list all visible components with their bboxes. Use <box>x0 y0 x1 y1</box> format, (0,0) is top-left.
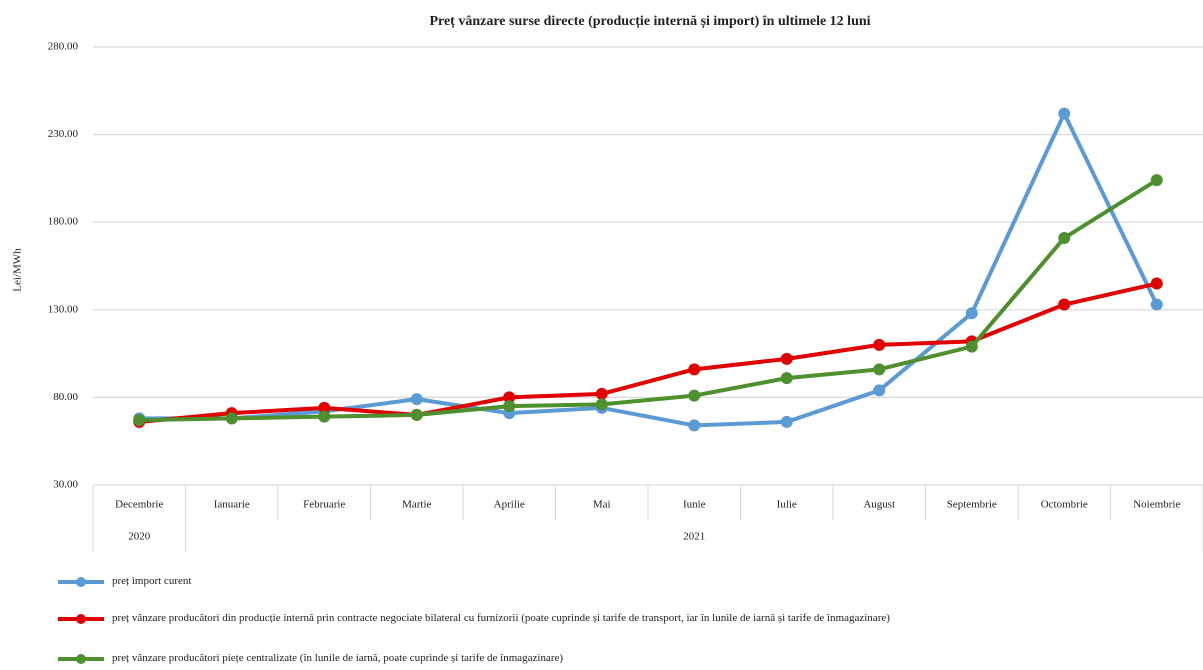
y-tick-label: 80.00 <box>53 391 78 403</box>
point <box>965 307 978 320</box>
year-label: 2020 <box>128 531 151 543</box>
point <box>688 389 701 402</box>
x-tick-label: Noiembrie <box>1133 499 1180 511</box>
series-line <box>139 111 1159 428</box>
point <box>595 387 608 400</box>
point <box>1150 174 1163 187</box>
y-tick-label: 130.00 <box>48 303 79 315</box>
legend-item: preț vânzare producători din producție i… <box>56 612 1116 626</box>
x-tick-label: Februarie <box>303 499 345 511</box>
series-line <box>139 178 1158 423</box>
chart: Preț vânzare surse directe (producție in… <box>12 14 1203 552</box>
point <box>595 398 608 411</box>
point <box>503 400 516 413</box>
year-label: 2021 <box>683 531 705 543</box>
x-tick-label: Iunie <box>683 499 706 511</box>
point <box>1058 231 1071 244</box>
y-tick-label: 280.00 <box>48 41 79 53</box>
legend-marker <box>76 654 86 664</box>
point <box>410 408 423 421</box>
point <box>688 419 701 432</box>
point <box>780 372 793 385</box>
point <box>780 352 793 365</box>
point <box>1150 277 1163 290</box>
x-tick-label: Mai <box>593 499 611 511</box>
legend-icon <box>58 654 104 664</box>
y-tick-label: 230.00 <box>48 128 79 140</box>
chart-title: Preț vânzare surse directe (producție in… <box>429 14 870 29</box>
x-tick-label: Martie <box>402 499 431 511</box>
legend-marker <box>76 614 86 624</box>
point <box>1058 107 1071 120</box>
point <box>318 401 331 414</box>
x-tick-label: Septembrie <box>947 499 997 511</box>
x-tick-label: Octombrie <box>1041 499 1088 511</box>
point <box>965 340 978 353</box>
legend-label: preț import curent <box>112 575 192 587</box>
x-tick-label: Aprilie <box>494 499 525 511</box>
point <box>873 338 886 351</box>
point <box>318 410 331 423</box>
x-tick-label: August <box>863 499 895 511</box>
y-axis-label: Lei/MWh <box>12 248 24 292</box>
point <box>1058 298 1071 311</box>
point <box>503 391 516 404</box>
x-tick-label: Ianuarie <box>214 499 250 511</box>
point <box>873 363 886 376</box>
x-tick-label: Decembrie <box>115 499 163 511</box>
legend-label: preț vânzare producători din producție i… <box>112 612 890 624</box>
legend-marker <box>76 577 86 587</box>
legend-icon <box>58 577 104 587</box>
y-tick-label: 180.00 <box>48 216 79 228</box>
point <box>225 412 238 425</box>
series-line <box>139 281 1158 424</box>
point <box>1150 298 1163 311</box>
point <box>873 384 886 397</box>
legend-item: preț import curent <box>56 575 1116 589</box>
legend-icon <box>58 614 104 624</box>
y-tick-label: 30.00 <box>53 479 78 491</box>
point <box>688 363 701 376</box>
point <box>780 415 793 428</box>
point <box>133 414 146 427</box>
point <box>410 393 423 406</box>
x-tick-label: Iulie <box>777 499 797 511</box>
legend-item: preț vânzare producători piețe centraliz… <box>56 652 1116 666</box>
legend-label: preț vânzare producători piețe centraliz… <box>112 652 564 664</box>
